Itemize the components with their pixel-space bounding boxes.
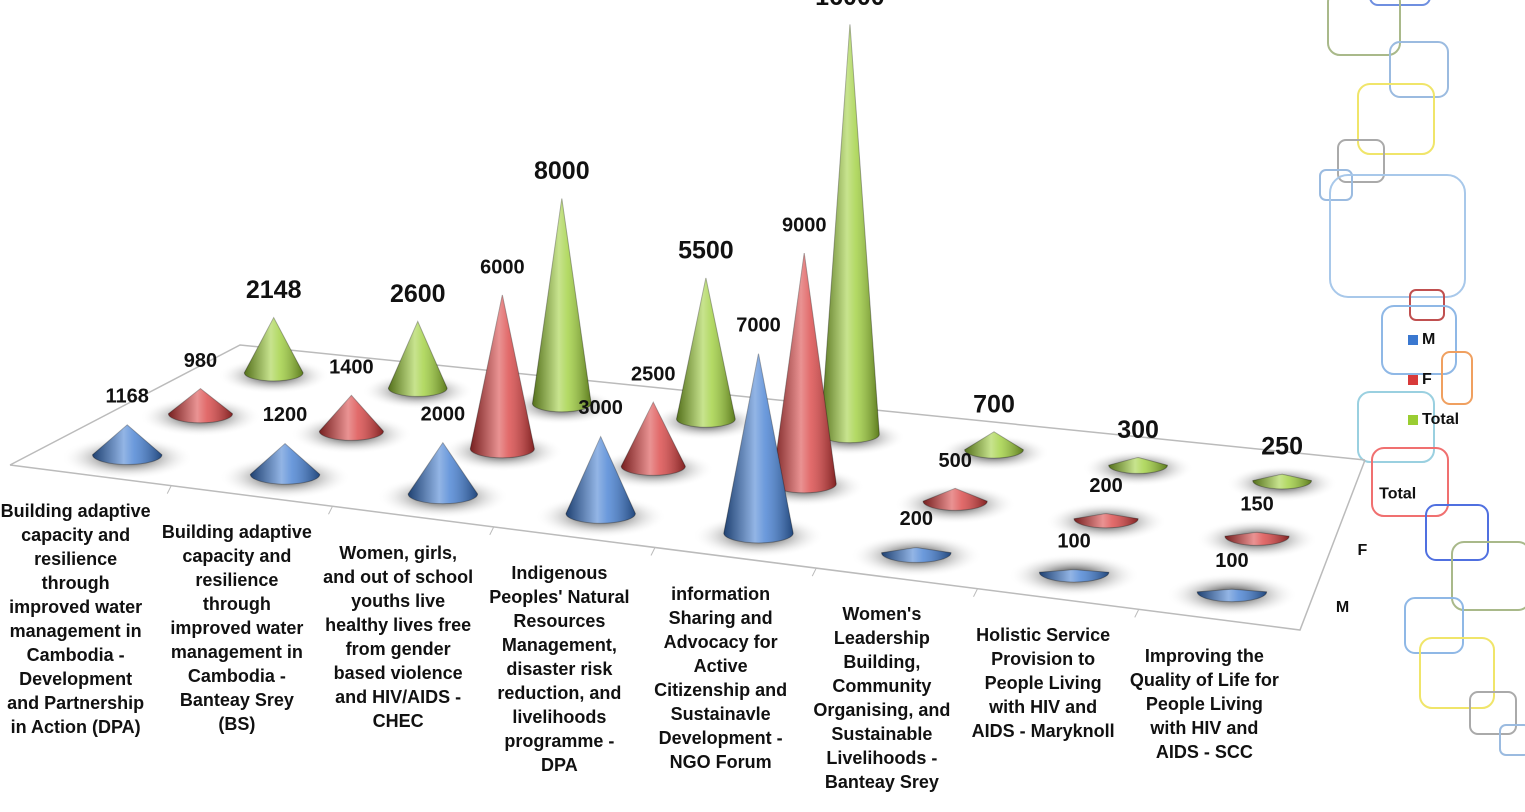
cone-shading bbox=[532, 198, 592, 412]
cone-shading bbox=[1039, 569, 1109, 582]
cone-shading bbox=[1197, 589, 1267, 602]
depth-label: Total bbox=[1379, 486, 1416, 503]
value-label: 2000 bbox=[421, 403, 466, 425]
category-separator bbox=[973, 588, 978, 597]
cone-shading bbox=[1252, 474, 1312, 489]
cone-shading bbox=[388, 321, 448, 397]
cone-shading bbox=[923, 488, 988, 511]
value-label: 8000 bbox=[534, 157, 590, 185]
x-tick-label: Holistic Service Provision to People Liv… bbox=[971, 625, 1115, 742]
cone-shading bbox=[723, 353, 794, 543]
x-tick-label: Improving the Quality of Life for People… bbox=[1129, 645, 1279, 762]
value-label: 9000 bbox=[782, 214, 827, 236]
value-label: 200 bbox=[900, 508, 933, 530]
value-label: 2600 bbox=[390, 280, 446, 308]
value-label: 500 bbox=[938, 450, 971, 472]
value-label: 700 bbox=[973, 390, 1015, 418]
value-label: 150 bbox=[1240, 494, 1273, 516]
cone-shading bbox=[92, 424, 162, 465]
cone-shading bbox=[168, 388, 233, 423]
cone-shading bbox=[820, 24, 880, 443]
category-separator bbox=[1134, 609, 1140, 618]
x-tick-label: Building adaptive capacity and resilienc… bbox=[161, 521, 312, 734]
category-separator bbox=[650, 547, 656, 556]
cone-shading bbox=[772, 253, 837, 493]
cone-shading bbox=[1225, 532, 1290, 546]
cone-shading bbox=[1074, 513, 1139, 528]
category-separator bbox=[328, 506, 333, 515]
x-tick-label: Building adaptive capacity and resilienc… bbox=[0, 501, 151, 738]
x-tick-label: Indigenous Peoples' Natural Resources Ma… bbox=[489, 563, 630, 776]
cone-shading bbox=[250, 443, 320, 485]
cone-shading bbox=[244, 317, 304, 381]
legend-label: M bbox=[1422, 331, 1435, 348]
depth-label: F bbox=[1358, 542, 1368, 559]
decoration bbox=[1319, 0, 1525, 756]
category-separator bbox=[489, 526, 495, 536]
x-tick-label: Women, girls, and out of school youths l… bbox=[323, 542, 474, 731]
legend-swatch bbox=[1408, 375, 1418, 385]
value-label: 300 bbox=[1117, 416, 1159, 444]
value-label: 1168 bbox=[106, 385, 149, 407]
category-separator bbox=[811, 567, 817, 577]
value-label: 7000 bbox=[736, 314, 781, 336]
x-tick-label: information Sharing and Advocacy for Act… bbox=[654, 583, 788, 772]
legend-swatch bbox=[1408, 415, 1418, 425]
value-label: 2500 bbox=[631, 364, 676, 386]
cone-shading bbox=[621, 402, 686, 476]
cone-shading bbox=[319, 395, 384, 441]
cone-shading bbox=[676, 278, 736, 428]
value-label: 1400 bbox=[329, 357, 374, 379]
value-label: 100 bbox=[1215, 550, 1248, 572]
floor bbox=[9, 344, 1366, 631]
cone-shading bbox=[964, 431, 1024, 459]
cone-shading bbox=[408, 442, 478, 504]
value-label: 1200 bbox=[263, 404, 308, 426]
value-label: 100 bbox=[1057, 530, 1090, 552]
cone-shading bbox=[881, 547, 951, 563]
category-separator bbox=[166, 485, 172, 494]
value-label: 5500 bbox=[678, 236, 734, 264]
value-label: 980 bbox=[184, 350, 217, 372]
cone-shading bbox=[470, 295, 535, 458]
value-label: 16000 bbox=[815, 0, 885, 11]
value-label: 2148 bbox=[246, 276, 302, 304]
value-label: 250 bbox=[1261, 433, 1303, 461]
legend-label: F bbox=[1422, 371, 1432, 388]
value-label: 200 bbox=[1089, 475, 1122, 497]
legend-label: Total bbox=[1422, 411, 1459, 428]
legend-swatch bbox=[1408, 335, 1418, 345]
cone-shading bbox=[1108, 457, 1168, 474]
value-label: 3000 bbox=[578, 397, 623, 419]
cone-shading bbox=[566, 436, 636, 524]
depth-label: M bbox=[1336, 599, 1349, 616]
value-label: 6000 bbox=[480, 256, 525, 278]
x-tick-label: Women's Leadership Building, Community O… bbox=[813, 604, 951, 793]
